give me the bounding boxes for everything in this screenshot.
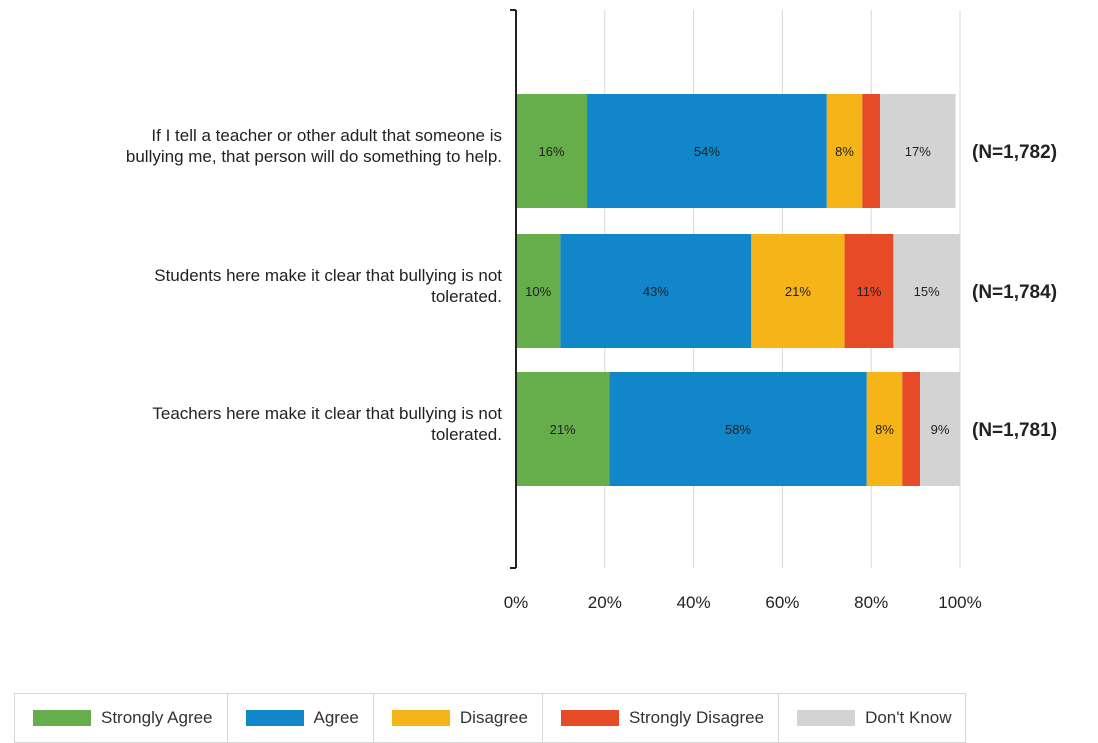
bar-segment (866, 372, 903, 486)
legend-label-disagree: Disagree (459, 708, 528, 727)
bar-value-label: 8% (835, 144, 854, 159)
category-label: Students here make it clear that bullyin… (154, 266, 502, 285)
bar-segment (880, 94, 956, 208)
bar-value-label: 21% (785, 284, 811, 299)
bar-segment (516, 372, 610, 486)
legend-swatch-agree (245, 710, 304, 726)
bar-value-label: 15% (914, 284, 940, 299)
bar-segment (826, 94, 863, 208)
legend-item-agree: Agree (228, 694, 374, 742)
x-tick-label: 60% (765, 593, 799, 612)
bar-segment (516, 234, 561, 348)
bar-segment (893, 234, 960, 348)
bar-segment (902, 372, 921, 486)
bar-segment (751, 234, 845, 348)
bar-value-label: 17% (905, 144, 931, 159)
sample-size-label: (N=1,784) (972, 282, 1057, 303)
bar-segment (516, 94, 588, 208)
bar-segment (609, 372, 867, 486)
legend-swatch-dont-know (797, 710, 856, 726)
legend-item-dont-know: Don't Know (779, 694, 965, 742)
bar-segment (560, 234, 752, 348)
category-label: tolerated. (431, 287, 502, 306)
legend-swatch-strongly-disagree (560, 710, 619, 726)
legend-item-disagree: Disagree (374, 694, 543, 742)
legend-item-strongly-agree: Strongly Agree (15, 694, 228, 742)
legend-label-strongly-disagree: Strongly Disagree (628, 708, 765, 727)
bar-segment (862, 94, 881, 208)
category-label: Teachers here make it clear that bullyin… (152, 404, 502, 423)
legend-label-agree: Agree (313, 708, 359, 727)
x-tick-label: 20% (588, 593, 622, 612)
bar-chart: 16% 54% 8% 17% If I tell a teacher or other … (126, 9, 1057, 612)
bar-segment (920, 372, 960, 486)
sample-size-label: (N=1,781) (972, 420, 1057, 441)
bar-value-label: 58% (725, 422, 751, 437)
bar-value-label: 10% (525, 284, 551, 299)
category-label: tolerated. (431, 425, 502, 444)
bar-value-label: 43% (643, 284, 669, 299)
x-tick-label: 80% (854, 593, 888, 612)
legend-label-dont-know: Don't Know (865, 708, 952, 727)
x-tick-label: 100% (938, 593, 981, 612)
category-label: If I tell a teacher or other adult that … (151, 126, 502, 145)
legend-swatch-strongly-agree (33, 710, 91, 726)
x-tick-label: 40% (677, 593, 711, 612)
bar-value-label: 16% (539, 144, 565, 159)
bar-segment (844, 234, 894, 348)
bar-segment (587, 94, 827, 208)
bar-value-label: 9% (931, 422, 950, 437)
sample-size-label: (N=1,782) (972, 142, 1057, 163)
legend-item-strongly-disagree: Strongly Disagree (543, 694, 780, 742)
bar-value-label: 21% (550, 422, 576, 437)
bar-value-label: 8% (875, 422, 894, 437)
x-tick-label: 0% (504, 593, 529, 612)
legend-swatch-disagree (391, 710, 450, 726)
bar-value-label: 11% (856, 284, 881, 299)
bar-value-label: 54% (694, 144, 720, 159)
chart-legend: Strongly Agree Agree Disagree Strongly D… (14, 693, 967, 743)
legend-label-strongly-agree: Strongly Agree (101, 708, 213, 727)
category-label: bullying me, that person will do somethi… (126, 147, 502, 166)
